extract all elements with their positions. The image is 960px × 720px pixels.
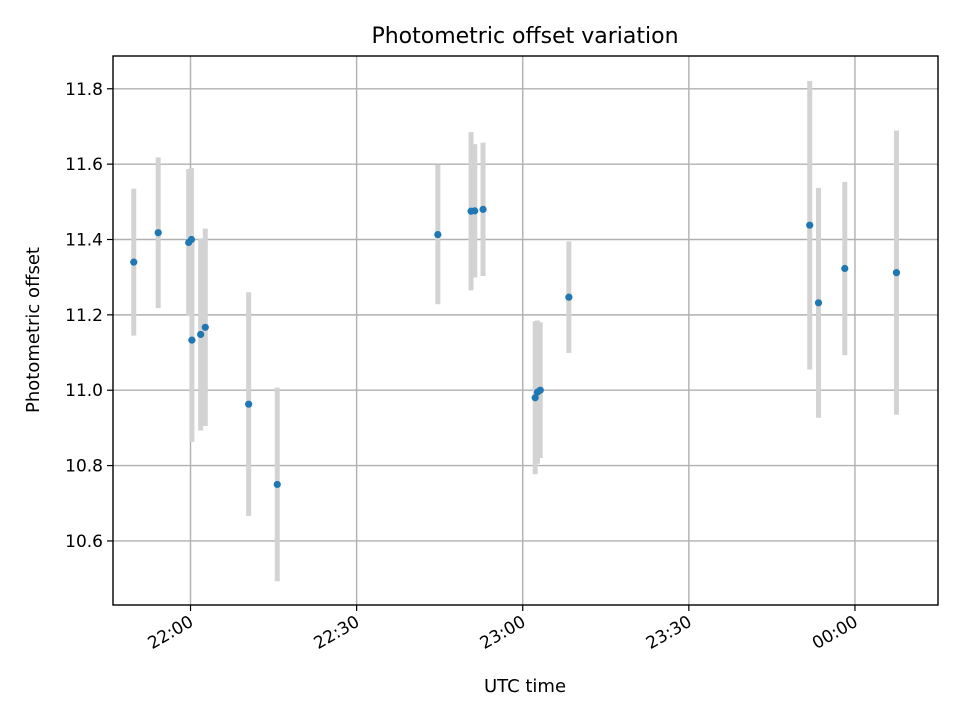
x-tick-label: 00:00 — [809, 612, 861, 654]
y-tick-label: 11.2 — [65, 306, 103, 326]
y-axis-ticks: 10.6 10.8 11.0 11.2 11.4 11.6 11.8 — [65, 80, 113, 552]
data-point — [197, 330, 205, 339]
data-points — [130, 205, 901, 489]
data-point — [565, 293, 573, 301]
x-tick-label: 23:00 — [477, 612, 529, 654]
data-point — [187, 235, 196, 244]
x-tick-label: 22:30 — [311, 612, 363, 654]
y-tick-label: 10.8 — [65, 457, 103, 477]
x-axis-label: UTC time — [484, 676, 566, 697]
data-point — [245, 400, 253, 408]
data-point — [273, 480, 281, 489]
y-tick-label: 11.6 — [65, 155, 103, 175]
data-point — [814, 299, 823, 307]
x-axis-ticks: 22:00 22:30 23:00 23:30 00:00 — [145, 605, 861, 654]
x-tick-label: 22:00 — [145, 612, 197, 654]
data-point — [130, 258, 138, 266]
data-point — [201, 323, 209, 331]
y-tick-label: 11.0 — [65, 381, 103, 401]
data-point — [188, 336, 196, 344]
data-point — [434, 231, 442, 239]
data-point — [806, 221, 814, 229]
data-point — [841, 264, 849, 273]
y-tick-label: 11.4 — [65, 231, 103, 251]
y-axis-label: Photometric offset — [23, 247, 44, 413]
data-point — [892, 269, 901, 277]
chart-title: Photometric offset variation — [371, 24, 678, 49]
plot-frame — [112, 55, 939, 606]
data-point — [471, 207, 479, 215]
data-point — [531, 394, 539, 402]
error-bars — [131, 80, 899, 582]
data-point — [479, 205, 487, 213]
data-point — [536, 386, 544, 394]
grid — [113, 56, 938, 605]
y-tick-label: 11.8 — [65, 80, 103, 100]
x-tick-label: 23:30 — [643, 612, 695, 654]
data-point — [154, 229, 162, 237]
y-tick-label: 10.6 — [65, 532, 103, 552]
